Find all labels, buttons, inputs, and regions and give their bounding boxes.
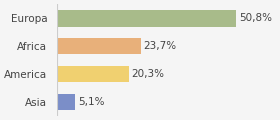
Text: 50,8%: 50,8% bbox=[239, 13, 272, 23]
Text: 5,1%: 5,1% bbox=[78, 97, 104, 107]
Bar bbox=[57, 93, 75, 110]
Bar bbox=[57, 38, 141, 54]
Bar bbox=[57, 10, 236, 27]
Text: 20,3%: 20,3% bbox=[132, 69, 164, 79]
Text: 23,7%: 23,7% bbox=[143, 41, 177, 51]
Bar bbox=[57, 66, 129, 82]
